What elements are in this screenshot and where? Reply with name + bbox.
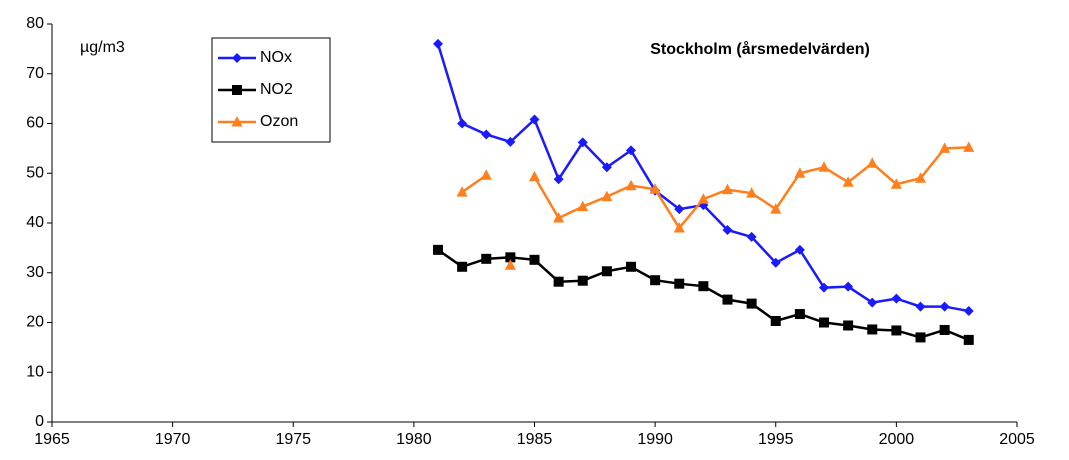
- marker: [674, 204, 685, 215]
- y-tick-label: 80: [26, 15, 44, 32]
- marker: [625, 179, 637, 191]
- y-tick-label: 0: [35, 413, 44, 430]
- marker: [577, 200, 589, 212]
- marker: [505, 136, 516, 147]
- x-tick-label: 1980: [396, 431, 432, 448]
- marker: [481, 129, 492, 140]
- legend-label: NO2: [260, 81, 293, 98]
- marker: [843, 320, 854, 331]
- marker: [722, 224, 733, 235]
- marker: [794, 309, 805, 320]
- marker: [939, 142, 951, 153]
- marker: [746, 187, 758, 198]
- x-tick-label: 2000: [879, 431, 915, 448]
- marker: [529, 114, 540, 125]
- marker: [746, 231, 757, 242]
- x-tick-label: 1985: [517, 431, 553, 448]
- marker: [553, 212, 565, 223]
- marker: [673, 221, 685, 233]
- marker: [939, 324, 950, 335]
- marker: [553, 276, 564, 287]
- series-line: [437, 248, 970, 342]
- y-tick-label: 50: [26, 164, 44, 181]
- marker: [626, 145, 636, 156]
- marker: [529, 170, 540, 182]
- marker: [577, 275, 588, 286]
- marker: [697, 193, 709, 204]
- marker: [867, 324, 878, 335]
- marker: [601, 266, 612, 277]
- marker: [963, 141, 975, 152]
- legend-marker: [231, 116, 243, 127]
- x-tick-label: 2005: [999, 431, 1035, 448]
- marker: [770, 316, 781, 327]
- marker: [891, 325, 902, 336]
- y-tick-label: 30: [26, 264, 44, 281]
- marker: [601, 190, 613, 202]
- marker: [963, 306, 974, 317]
- marker: [433, 244, 443, 255]
- marker: [794, 167, 806, 178]
- marker: [842, 176, 854, 187]
- marker: [650, 275, 661, 286]
- y-tick-label: 10: [26, 363, 44, 380]
- marker: [674, 278, 685, 289]
- marker: [843, 281, 854, 292]
- legend-label: Ozon: [260, 113, 298, 130]
- marker: [818, 161, 830, 172]
- legend-marker: [232, 85, 242, 95]
- marker: [746, 298, 757, 309]
- y-unit-label: µg/m3: [80, 39, 125, 56]
- marker: [601, 162, 612, 173]
- marker: [890, 178, 902, 189]
- y-tick-label: 60: [26, 115, 44, 132]
- marker: [770, 203, 782, 214]
- x-tick-label: 1975: [275, 431, 311, 448]
- x-tick-label: 1970: [155, 431, 191, 448]
- marker: [433, 38, 443, 49]
- marker: [456, 186, 468, 197]
- marker: [915, 301, 926, 312]
- marker: [480, 169, 492, 180]
- marker: [504, 259, 516, 270]
- x-tick-label: 1995: [758, 431, 794, 448]
- marker: [819, 317, 829, 328]
- marker: [794, 244, 805, 255]
- y-tick-label: 70: [26, 65, 44, 82]
- marker: [819, 282, 829, 293]
- marker: [626, 261, 636, 272]
- marker: [529, 254, 540, 265]
- marker: [891, 293, 902, 304]
- legend-marker: [232, 53, 242, 63]
- marker: [481, 253, 492, 264]
- marker: [698, 281, 709, 292]
- marker: [722, 183, 733, 195]
- marker: [915, 172, 926, 183]
- y-tick-label: 20: [26, 314, 44, 331]
- marker: [770, 257, 781, 268]
- marker: [457, 261, 468, 272]
- y-tick-label: 40: [26, 214, 44, 231]
- marker: [939, 301, 950, 312]
- marker: [505, 252, 516, 263]
- marker: [915, 332, 926, 343]
- marker: [722, 294, 733, 305]
- marker: [867, 297, 878, 308]
- legend-label: NOx: [260, 49, 292, 66]
- marker: [649, 183, 661, 194]
- chart-title: Stockholm (årsmedelvärden): [650, 40, 870, 58]
- x-tick-label: 1990: [637, 431, 673, 448]
- x-tick-label: 1965: [34, 431, 70, 448]
- marker: [963, 334, 974, 345]
- marker: [577, 137, 588, 148]
- marker: [553, 174, 564, 185]
- marker: [866, 157, 878, 168]
- marker: [457, 118, 468, 129]
